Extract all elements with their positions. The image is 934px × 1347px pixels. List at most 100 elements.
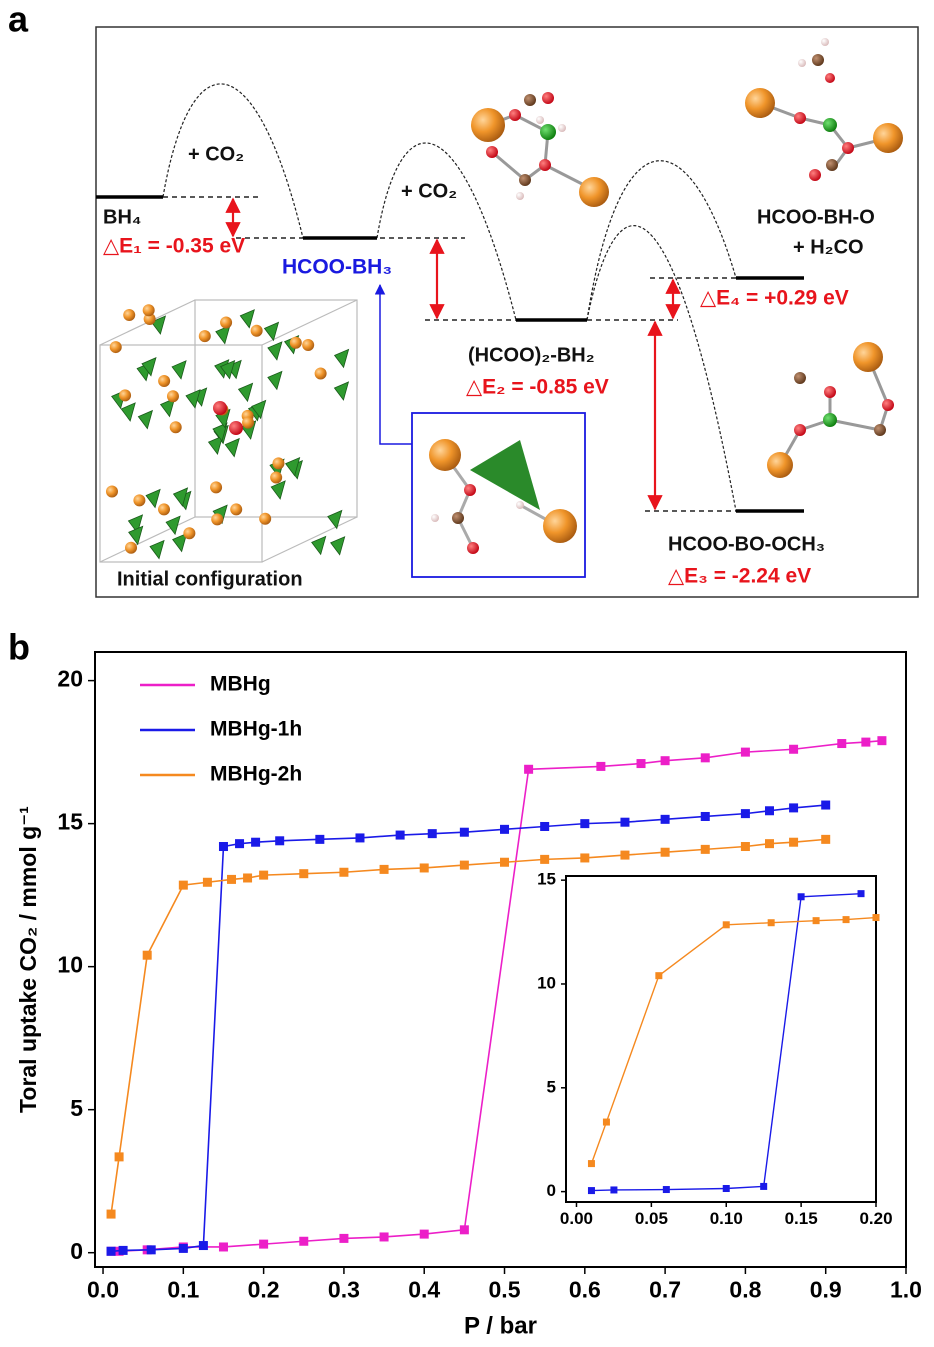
metal-atom — [272, 457, 284, 469]
figure: a + CO₂ + CO₂ BH₄ HCOO-BH₃ (HCOO)₂-BH₂ H… — [0, 0, 934, 1347]
bh4-unit — [331, 537, 345, 555]
data-point — [460, 828, 469, 837]
data-point — [396, 831, 405, 840]
metal-atom — [158, 503, 170, 515]
y-tick-label: 15 — [57, 809, 83, 835]
data-point — [843, 916, 850, 923]
data-point — [858, 890, 865, 897]
bh4-unit — [216, 326, 230, 344]
metal-atom — [199, 330, 211, 342]
bh4-unit — [129, 526, 143, 544]
x-tick-label: 0.00 — [560, 1209, 593, 1228]
state-label: + H₂CO — [793, 236, 864, 258]
data-point — [603, 1119, 610, 1126]
legend-label: MBHg-2h — [210, 763, 302, 786]
metal-atom — [220, 316, 232, 328]
metal-atom — [106, 486, 118, 498]
metal-atom — [183, 527, 195, 539]
metal-atom — [211, 513, 223, 525]
y-tick-label: 10 — [57, 952, 83, 978]
x-tick-label: 0.2 — [248, 1276, 280, 1302]
x-tick-label: 0.8 — [729, 1276, 761, 1302]
data-point — [339, 1234, 348, 1243]
y-axis-label: Toral uptake CO₂ / mmol g⁻¹ — [15, 806, 41, 1113]
data-point — [243, 873, 252, 882]
x-tick-label: 0.7 — [649, 1276, 681, 1302]
data-point — [147, 1245, 156, 1254]
data-point — [661, 756, 670, 765]
data-point — [299, 1237, 308, 1246]
data-point — [873, 914, 880, 921]
y-tick-label: 0 — [70, 1238, 83, 1264]
state-label: HCOO-BO-OCH₃ — [668, 533, 825, 555]
data-point — [380, 865, 389, 874]
data-point — [701, 845, 710, 854]
co2-atom — [229, 421, 243, 435]
metal-atom — [167, 390, 179, 402]
x-tick-label: 0.3 — [328, 1276, 360, 1302]
data-point — [741, 748, 750, 757]
bh4-unit — [268, 342, 282, 360]
bh4-unit — [150, 541, 164, 559]
bh4-unit — [166, 516, 180, 534]
bh4-unit — [186, 390, 200, 408]
state-label: (HCOO)₂-BH₂ — [468, 344, 595, 366]
panel-label: b — [8, 627, 30, 668]
metal-atom — [143, 304, 155, 316]
data-point — [500, 858, 509, 867]
x-tick-label: 1.0 — [890, 1276, 922, 1302]
x-tick-label: 0.05 — [635, 1209, 668, 1228]
metal-atom — [170, 421, 182, 433]
data-point — [701, 812, 710, 821]
data-point — [275, 836, 284, 845]
molecule — [767, 342, 894, 478]
data-point — [837, 739, 846, 748]
data-point — [821, 801, 830, 810]
data-point — [765, 806, 774, 815]
data-point — [760, 1183, 767, 1190]
x-tick-label: 0.5 — [489, 1276, 521, 1302]
bh4-unit — [239, 383, 253, 401]
data-point — [588, 1160, 595, 1167]
data-point — [540, 822, 549, 831]
data-point — [723, 921, 730, 928]
bh4-unit — [334, 382, 348, 400]
step-label: + CO₂ — [188, 143, 244, 165]
caption: Initial configuration — [117, 568, 303, 590]
data-point — [219, 1242, 228, 1251]
co2-atom — [213, 401, 227, 415]
data-point — [299, 869, 308, 878]
y-tick-label: 10 — [537, 973, 556, 992]
data-point — [203, 878, 212, 887]
bh4-unit — [271, 481, 285, 499]
x-tick-label: 0.6 — [569, 1276, 601, 1302]
metal-atom — [270, 471, 282, 483]
metal-atom — [158, 375, 170, 387]
y-tick-label: 15 — [537, 870, 556, 889]
data-point — [107, 1247, 116, 1256]
step-label: + CO₂ — [401, 180, 457, 202]
data-point — [620, 818, 629, 827]
data-point — [251, 838, 260, 847]
plot-frame — [566, 876, 876, 1202]
x-tick-label: 0.15 — [785, 1209, 818, 1228]
bh4-unit — [138, 411, 152, 429]
data-point — [620, 851, 629, 860]
data-point — [701, 753, 710, 762]
data-point — [259, 1240, 268, 1249]
state-label: HCOO-BH-O — [757, 206, 875, 228]
molecule — [471, 92, 609, 207]
data-point — [420, 863, 429, 872]
data-point — [723, 1185, 730, 1192]
x-tick-label: 0.0 — [87, 1276, 119, 1302]
data-point — [610, 1186, 617, 1193]
data-point — [380, 1232, 389, 1241]
data-point — [637, 759, 646, 768]
data-point — [768, 919, 775, 926]
energy-label: △E₁ = -0.35 eV — [103, 235, 245, 258]
metal-atom — [123, 309, 135, 321]
metal-atom — [210, 481, 222, 493]
data-point — [741, 809, 750, 818]
data-point — [107, 1210, 116, 1219]
energy-label: △E₄ = +0.29 eV — [700, 287, 849, 310]
